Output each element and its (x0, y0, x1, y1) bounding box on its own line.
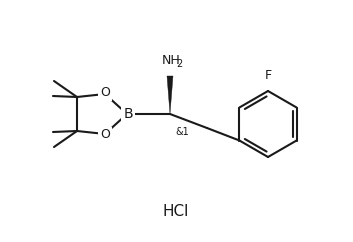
Text: O: O (100, 86, 110, 99)
Text: 2: 2 (176, 59, 182, 69)
Text: HCl: HCl (163, 204, 189, 219)
Text: B: B (123, 107, 133, 121)
Text: O: O (100, 129, 110, 142)
Text: F: F (264, 69, 271, 82)
Text: &1: &1 (175, 127, 189, 137)
Text: NH: NH (162, 54, 180, 67)
Polygon shape (167, 76, 173, 114)
